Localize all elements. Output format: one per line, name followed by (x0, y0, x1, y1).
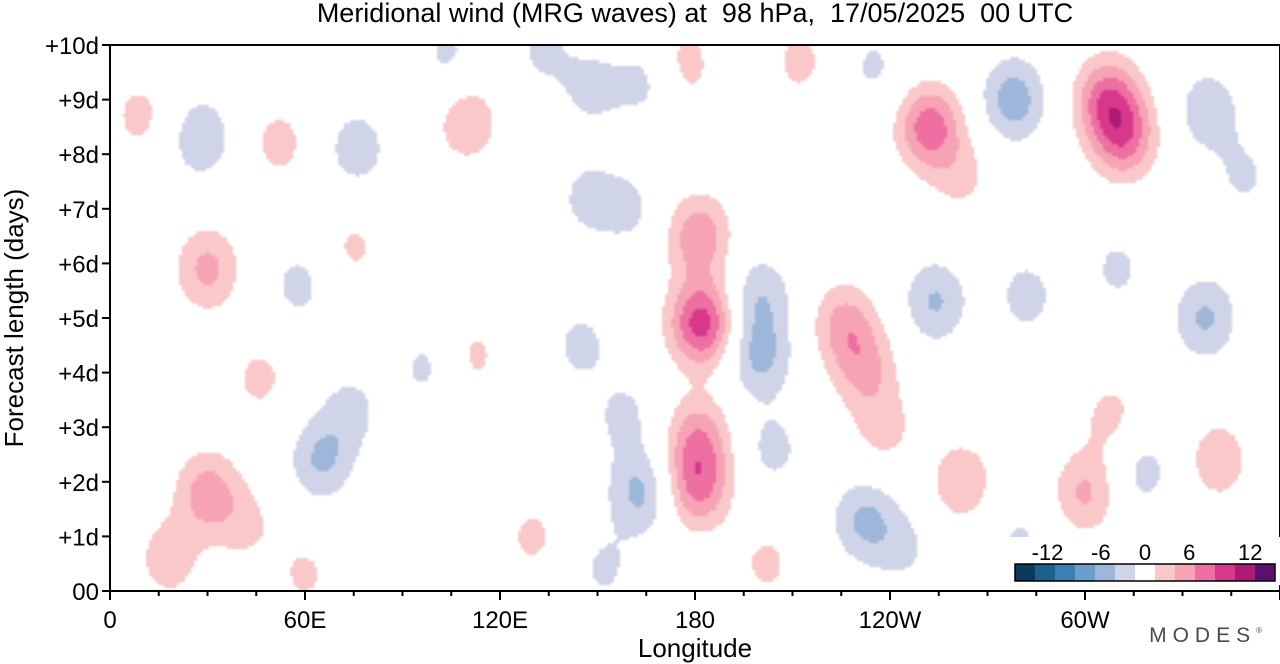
modes-logo: MODES® (1149, 624, 1262, 647)
wind-field-contours (110, 45, 1280, 591)
colorbar-swatch (1195, 564, 1216, 581)
y-tick-label: +6d (58, 251, 99, 278)
x-axis-label: Longitude (638, 633, 752, 663)
y-tick-label: +5d (58, 306, 99, 333)
y-tick-label: +10d (45, 33, 99, 60)
x-tick-label: 180 (675, 607, 715, 634)
colorbar-label: -12 (1032, 540, 1064, 565)
colorbar-label: -6 (1091, 540, 1111, 565)
colorbar-swatch (1115, 564, 1136, 581)
colorbar-label: 12 (1238, 540, 1262, 565)
colorbar-label: 0 (1139, 540, 1151, 565)
x-axis: 0 60E 120E 180 120W 60W (103, 591, 1280, 634)
x-tick-label: 60E (284, 607, 327, 634)
y-axis: 00 +1d +2d +3d +4d +5d +6d +7d +8d +9d +10d (45, 33, 110, 606)
colorbar-swatch (1175, 564, 1196, 581)
colorbar-swatch (1055, 564, 1076, 581)
colorbar-frame (1014, 563, 1276, 582)
x-tick-label: 120W (859, 607, 922, 634)
colorbar-swatch (1235, 564, 1256, 581)
colorbar-swatch (1075, 564, 1096, 581)
y-tick-label: +1d (58, 524, 99, 551)
y-tick-label: +9d (58, 88, 99, 115)
registered-mark: ® (1256, 626, 1262, 635)
y-tick-label: 00 (72, 579, 99, 606)
x-tick-label: 60W (1060, 607, 1110, 634)
colorbar-swatch (1095, 564, 1116, 581)
y-tick-label: +8d (58, 142, 99, 169)
colorbar-swatch (1255, 564, 1276, 581)
chart-title: Meridional wind (MRG waves) at 98 hPa, 1… (316, 0, 1074, 28)
y-tick-label: +3d (58, 415, 99, 442)
colorbar-label: 6 (1183, 540, 1195, 565)
colorbar-swatch (1035, 564, 1056, 581)
y-tick-label: +4d (58, 361, 99, 388)
colorbar-swatch (1215, 564, 1236, 581)
y-tick-label: +7d (58, 197, 99, 224)
x-tick-label: 0 (103, 607, 116, 634)
colorbar-swatch (1135, 564, 1156, 581)
colorbar-swatch (1155, 564, 1176, 581)
y-axis-label: Forecast length (days) (0, 189, 29, 448)
x-tick-label: 120E (472, 607, 528, 634)
y-tick-label: +2d (58, 470, 99, 497)
colorbar: -12 -6 0 6 12 (1009, 537, 1280, 585)
colorbar-swatch (1015, 564, 1036, 581)
